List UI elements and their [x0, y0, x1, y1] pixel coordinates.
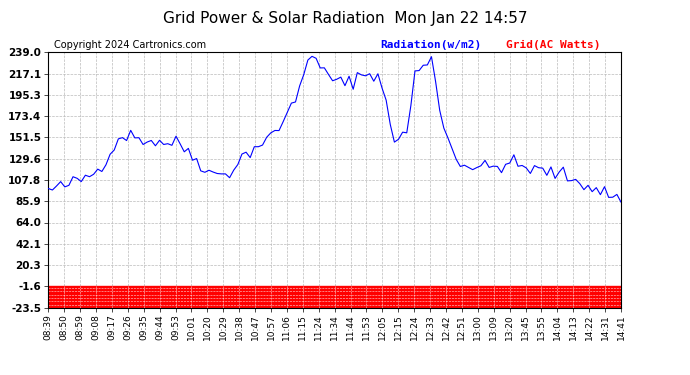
Text: Copyright 2024 Cartronics.com: Copyright 2024 Cartronics.com	[54, 40, 206, 50]
Text: Grid Power & Solar Radiation  Mon Jan 22 14:57: Grid Power & Solar Radiation Mon Jan 22 …	[163, 11, 527, 26]
Text: Grid(AC Watts): Grid(AC Watts)	[506, 40, 601, 50]
Text: Radiation(w/m2): Radiation(w/m2)	[380, 40, 482, 50]
